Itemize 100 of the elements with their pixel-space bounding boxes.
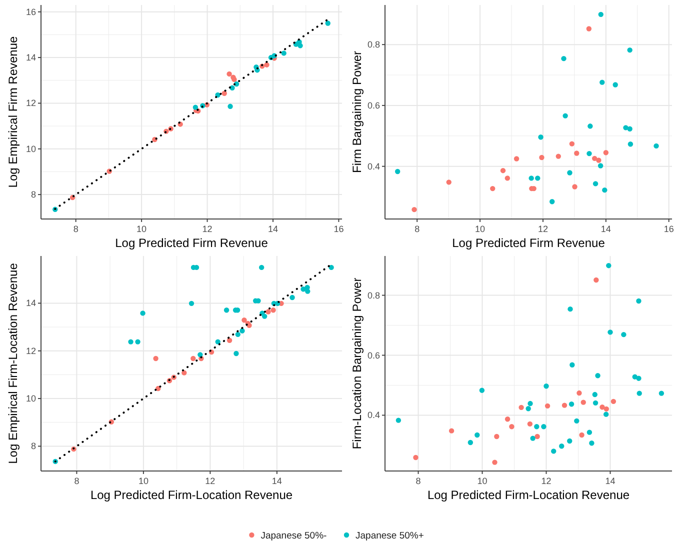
point — [608, 330, 613, 335]
point — [559, 444, 564, 449]
x-tick-label: 8 — [414, 224, 420, 234]
x-tick-label: 14 — [272, 476, 282, 486]
point — [592, 392, 598, 398]
point — [551, 448, 556, 454]
point — [562, 113, 568, 118]
point — [153, 356, 158, 362]
point — [600, 404, 605, 410]
point — [500, 168, 506, 174]
point — [190, 356, 196, 362]
point — [574, 418, 580, 424]
point — [140, 310, 146, 316]
point — [623, 125, 628, 130]
point — [226, 338, 232, 343]
y-axis-title: Log Empirical Firm-Location Revenue — [6, 262, 20, 464]
y-tick-label: 10 — [26, 394, 36, 404]
point — [396, 418, 402, 423]
x-tick-label: 10 — [475, 224, 486, 234]
x-tick-label: 12 — [205, 476, 216, 486]
point — [602, 187, 608, 193]
x-tick-label: 16 — [334, 224, 344, 234]
x-axis-title: Log Predicted Firm-Location Revenue — [427, 488, 630, 502]
point — [567, 170, 572, 176]
point — [592, 181, 598, 186]
point — [594, 277, 599, 283]
point — [596, 158, 602, 163]
point — [636, 376, 642, 381]
x-tick-label: 14 — [268, 224, 278, 234]
x-tick-label: 10 — [136, 224, 147, 234]
point — [298, 43, 303, 48]
point — [530, 436, 536, 441]
point — [568, 306, 573, 312]
point — [576, 390, 582, 396]
point — [232, 76, 237, 82]
point — [325, 20, 330, 26]
point — [135, 339, 140, 344]
point — [514, 156, 520, 162]
point — [490, 186, 496, 192]
point — [264, 62, 270, 68]
point — [570, 362, 575, 368]
point — [627, 47, 632, 53]
point — [535, 176, 540, 181]
point — [258, 264, 264, 270]
point — [556, 154, 561, 159]
point — [603, 150, 609, 156]
point — [494, 434, 500, 440]
x-tick-label: 12 — [541, 476, 552, 486]
point — [413, 454, 418, 460]
point — [528, 176, 534, 181]
y-tick-label: 0.4 — [367, 410, 380, 420]
point — [595, 373, 600, 378]
point — [606, 263, 612, 268]
point — [598, 163, 604, 168]
point — [509, 424, 514, 430]
point — [654, 143, 659, 149]
y-tick-label: 0.6 — [367, 350, 380, 360]
point — [534, 424, 540, 430]
point — [572, 184, 578, 190]
point — [610, 398, 616, 404]
point — [479, 388, 485, 393]
y-axis-title: Firm-Location Bargaining Power — [350, 278, 364, 450]
y-tick-label: 0.4 — [367, 161, 380, 172]
y-axis-title: Firm Bargaining Power — [350, 50, 364, 174]
x-tick-label: 14 — [600, 224, 611, 234]
point — [328, 264, 334, 270]
point — [198, 352, 203, 358]
point — [636, 298, 642, 304]
point — [215, 339, 220, 344]
point — [504, 416, 510, 422]
point — [612, 82, 618, 88]
x-tick-label: 12 — [538, 224, 548, 234]
y-tick-label: 10 — [26, 144, 36, 154]
point — [192, 104, 198, 110]
x-tick-label: 8 — [416, 476, 421, 486]
y-tick-label: 16 — [26, 6, 36, 17]
point — [290, 294, 295, 300]
x-axis-title: Log Predicted Firm-Location Revenue — [90, 488, 293, 502]
point — [561, 56, 566, 62]
y-tick-label: 12 — [26, 346, 36, 356]
legend-label: Japanese 50%+ — [356, 530, 424, 542]
point — [468, 440, 474, 446]
point — [222, 90, 227, 96]
point — [235, 332, 240, 338]
x-tick-label: 10 — [138, 476, 148, 486]
y-tick-label: 12 — [26, 98, 36, 108]
x-axis-title: Log Predicted Firm Revenue — [115, 236, 268, 250]
point — [658, 390, 664, 396]
point — [226, 71, 232, 77]
point — [305, 288, 310, 294]
point — [270, 308, 276, 313]
point — [242, 318, 247, 323]
point — [544, 384, 549, 389]
point — [182, 370, 187, 376]
point — [586, 150, 592, 156]
x-tick-label: 8 — [74, 476, 80, 486]
point — [541, 424, 546, 430]
point — [539, 154, 544, 160]
y-tick-label: 0.8 — [367, 40, 380, 50]
point — [224, 308, 230, 313]
